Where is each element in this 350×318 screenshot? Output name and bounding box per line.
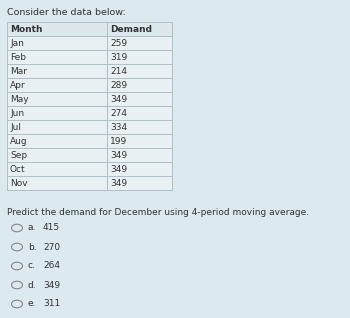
Text: 270: 270: [43, 243, 60, 252]
Text: d.: d.: [28, 280, 37, 289]
Text: 415: 415: [43, 224, 60, 232]
Text: 259: 259: [110, 38, 127, 47]
Text: e.: e.: [28, 300, 36, 308]
Bar: [7, 22, 172, 190]
Text: 274: 274: [110, 108, 127, 117]
Text: 349: 349: [43, 280, 60, 289]
Text: Oct: Oct: [10, 164, 26, 174]
Text: Predict the demand for December using 4-period moving average.: Predict the demand for December using 4-…: [7, 208, 309, 217]
Text: 289: 289: [110, 80, 127, 89]
Text: 264: 264: [43, 261, 60, 271]
Text: 349: 349: [110, 150, 127, 160]
Bar: [7, 22, 172, 36]
Text: Feb: Feb: [10, 52, 26, 61]
Text: Jun: Jun: [10, 108, 24, 117]
Text: 349: 349: [110, 94, 127, 103]
Text: 199: 199: [110, 136, 127, 146]
Text: Jul: Jul: [10, 122, 21, 132]
Text: c.: c.: [28, 261, 36, 271]
Text: 334: 334: [110, 122, 127, 132]
Text: May: May: [10, 94, 29, 103]
Text: Jan: Jan: [10, 38, 24, 47]
Text: b.: b.: [28, 243, 37, 252]
Text: Month: Month: [10, 24, 42, 33]
Text: Demand: Demand: [110, 24, 152, 33]
Text: Apr: Apr: [10, 80, 26, 89]
Text: Nov: Nov: [10, 178, 28, 188]
Text: 349: 349: [110, 178, 127, 188]
Text: Mar: Mar: [10, 66, 27, 75]
Text: 319: 319: [110, 52, 127, 61]
Text: 349: 349: [110, 164, 127, 174]
Text: 214: 214: [110, 66, 127, 75]
Text: a.: a.: [28, 224, 36, 232]
Text: Aug: Aug: [10, 136, 28, 146]
Text: Sep: Sep: [10, 150, 27, 160]
Text: 311: 311: [43, 300, 60, 308]
Text: Consider the data below:: Consider the data below:: [7, 8, 126, 17]
Bar: [7, 22, 172, 190]
